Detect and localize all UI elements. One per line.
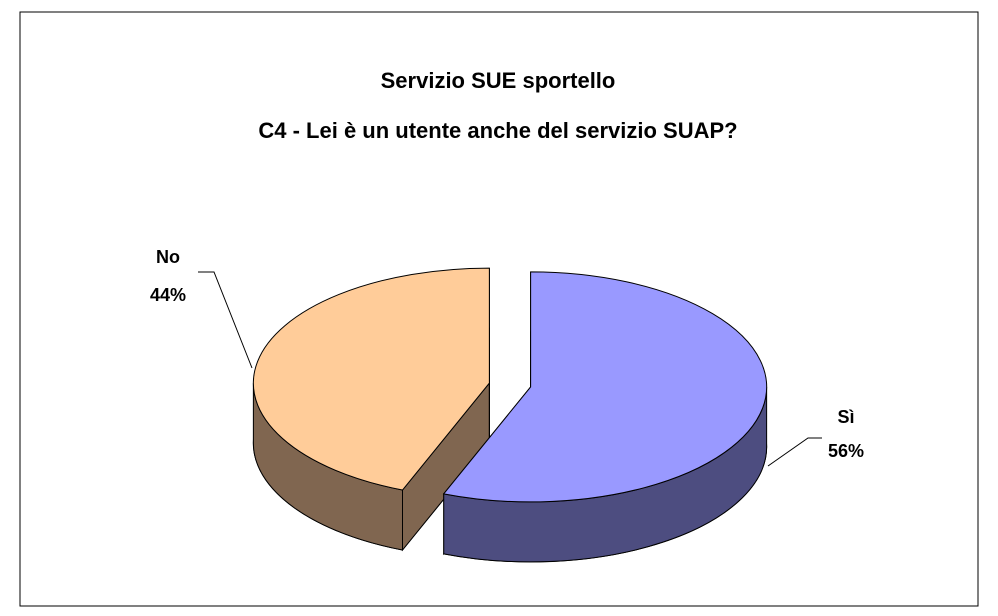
- slice-value-label: 44%: [150, 285, 186, 305]
- slice-top: [442, 271, 768, 503]
- leader-line: [198, 271, 253, 369]
- slice-label: No: [156, 247, 180, 267]
- leader-line: [767, 437, 822, 467]
- slice-top: [252, 267, 490, 491]
- chart-title: Servizio SUE sportello: [381, 68, 616, 93]
- slice: [252, 267, 490, 552]
- slice-value-label: 56%: [828, 441, 864, 461]
- slice-label: Sì: [837, 407, 854, 427]
- chart-subtitle: C4 - Lei è un utente anche del servizio …: [258, 118, 737, 143]
- slice: [442, 271, 768, 563]
